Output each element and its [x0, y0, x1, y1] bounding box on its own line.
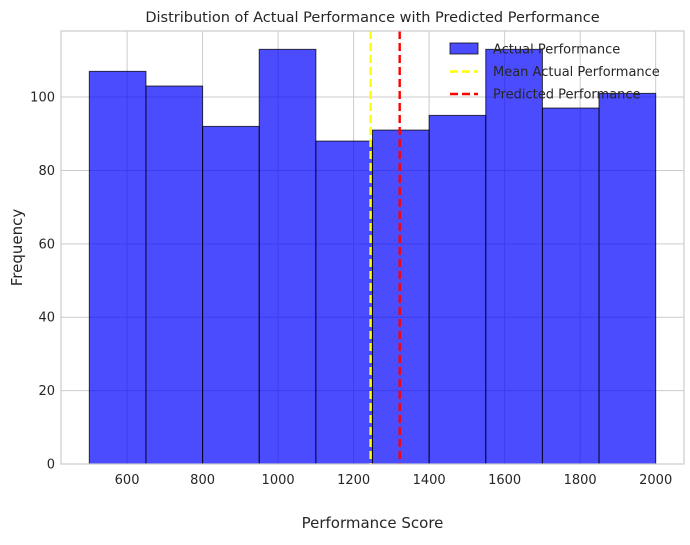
x-axis-ticks: 600 800 1000 1200 1400 1600 1800 2000 — [115, 473, 673, 488]
x-tick-label: 2000 — [639, 473, 672, 488]
x-tick-label: 1200 — [337, 473, 370, 488]
y-tick-label: 80 — [38, 164, 55, 179]
x-tick-label: 1400 — [413, 473, 446, 488]
legend-label: Mean Actual Performance — [493, 65, 660, 80]
histogram-bar — [145, 85, 204, 465]
histogram-bar — [428, 114, 487, 465]
y-axis-ticks: 0 20 40 60 80 100 — [30, 91, 55, 473]
histogram-bar — [541, 107, 600, 465]
histogram-bar — [485, 48, 543, 465]
x-tick-label: 800 — [190, 473, 215, 488]
chart-title: Distribution of Actual Performance with … — [145, 10, 599, 26]
y-tick-label: 40 — [38, 311, 55, 326]
histogram-bar — [258, 48, 317, 465]
histogram-bars — [88, 48, 657, 465]
chart-legend: Actual Performance Mean Actual Performanc… — [449, 42, 660, 103]
histogram-bar — [88, 70, 147, 465]
y-axis-title: Frequency — [8, 209, 26, 287]
x-axis-title: Performance Score — [302, 514, 444, 532]
x-tick-label: 1600 — [488, 473, 521, 488]
y-tick-label: 100 — [30, 91, 55, 106]
histogram-bar — [598, 92, 657, 465]
legend-label: Actual Performance — [493, 43, 620, 58]
y-tick-label: 60 — [38, 237, 55, 252]
plot-frame — [60, 30, 685, 465]
x-tick-label: 600 — [115, 473, 140, 488]
legend-swatch — [449, 42, 479, 55]
plot-border — [60, 30, 685, 465]
histogram-bar — [202, 125, 260, 465]
x-tick-label: 1800 — [564, 473, 597, 488]
reference-lines — [369, 31, 401, 464]
x-tick-label: 1000 — [262, 473, 295, 488]
y-tick-label: 20 — [38, 384, 55, 399]
histogram-bar — [315, 140, 374, 465]
y-tick-label: 0 — [47, 458, 55, 473]
legend-label: Predicted Performance — [493, 88, 641, 103]
